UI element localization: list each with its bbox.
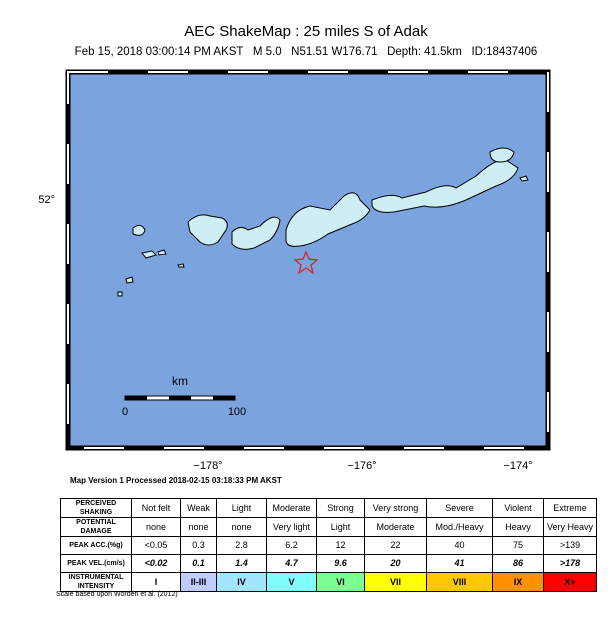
table-cell: X+ (543, 572, 597, 592)
table-cell: none (216, 517, 267, 537)
table-cell: 20 (364, 554, 427, 573)
subtitle: Feb 15, 2018 03:00:14 PM AKST M 5.0 N51.… (75, 46, 538, 58)
table-cell: Light (316, 517, 365, 537)
row-label: PERCEIVED SHAKING (60, 498, 132, 518)
title: AEC ShakeMap : 25 miles S of Adak (184, 23, 428, 40)
table-cell: Mod./Heavy (426, 517, 493, 537)
table-cell: VI (316, 572, 365, 592)
table-row: PEAK ACC.(%g) <0.05 0.3 2.8 6.2 12 22 40 75 >139 (60, 536, 597, 555)
lon-label: −176° (347, 460, 376, 472)
table-cell: 40 (426, 536, 493, 555)
row-label: INSTRUMENTAL INTENSITY (60, 572, 132, 592)
table-cell: V (266, 572, 317, 592)
table-cell: Severe (426, 498, 493, 518)
table-cell: none (131, 517, 181, 537)
table-cell: 2.8 (216, 536, 267, 555)
table-cell: 6.2 (266, 536, 317, 555)
lat-label: 52° (38, 194, 55, 206)
table-cell: Violent (492, 498, 544, 518)
table-cell: 9.6 (316, 554, 365, 573)
row-label: PEAK VEL.(cm/s) (60, 554, 132, 573)
map-figure: AEC ShakeMap : 25 miles S of Adak Feb 15… (38, 23, 551, 485)
table-cell: Heavy (492, 517, 544, 537)
table-cell: 1.4 (216, 554, 267, 573)
table-row: POTENTIAL DAMAGE none none none Very light Li… (60, 517, 597, 537)
table-cell: VIII (426, 572, 493, 592)
table-cell: IX (492, 572, 544, 592)
scale-label: 100 (228, 406, 246, 418)
table-cell: Light (216, 498, 267, 518)
frame-ticks (67, 71, 549, 449)
table-cell: Extreme (543, 498, 597, 518)
table-cell: 41 (426, 554, 493, 573)
table-cell: 86 (492, 554, 544, 573)
lon-label: −178° (193, 460, 222, 472)
table-cell: Not felt (131, 498, 181, 518)
epicenter (293, 250, 319, 275)
table-cell: >178 (543, 554, 597, 573)
table-cell: 0.1 (180, 554, 217, 573)
table-cell: 22 (364, 536, 427, 555)
islands (117, 147, 529, 297)
table-cell: IV (216, 572, 267, 592)
table-cell: VII (364, 572, 427, 592)
lon-label: −174° (503, 460, 532, 472)
row-label: POTENTIAL DAMAGE (60, 517, 132, 537)
table-cell: Very strong (364, 498, 427, 518)
row-label: PEAK ACC.(%g) (60, 536, 132, 555)
scale-bar (124, 395, 236, 401)
table-row: PERCEIVED SHAKING Not felt Weak Light Modera… (60, 498, 597, 518)
table-cell: <0.02 (131, 554, 181, 573)
table-cell: Very Heavy (543, 517, 597, 537)
footnote: Scale based upon Worden et al. (2012) (56, 591, 178, 598)
table-cell: Moderate (266, 498, 317, 518)
table-cell: none (180, 517, 217, 537)
scale-unit: km (172, 374, 188, 388)
intensity-table: PERCEIVED SHAKING Not felt Weak Light Modera… (60, 498, 597, 592)
table-cell: Moderate (364, 517, 427, 537)
sea (65, 69, 551, 451)
table-cell: II-III (180, 572, 217, 592)
table-cell: >139 (543, 536, 597, 555)
table-cell: Strong (316, 498, 365, 518)
table-cell: Weak (180, 498, 217, 518)
table-cell: 12 (316, 536, 365, 555)
table-cell: 4.7 (266, 554, 317, 573)
table-cell: 75 (492, 536, 544, 555)
table-cell: <0.05 (131, 536, 181, 555)
scale-label: 0 (122, 406, 128, 418)
processed-note: Map Version 1 Processed 2018-02-15 03:18… (70, 476, 282, 485)
table-cell: 0.3 (180, 536, 217, 555)
table-cell: I (131, 572, 181, 592)
table-row: INSTRUMENTAL INTENSITY I II-III IV V VI VII VII… (60, 572, 597, 592)
table-row: PEAK VEL.(cm/s) <0.02 0.1 1.4 4.7 9.6 20 41 86 >1… (60, 554, 597, 573)
table-cell: Very light (266, 517, 317, 537)
